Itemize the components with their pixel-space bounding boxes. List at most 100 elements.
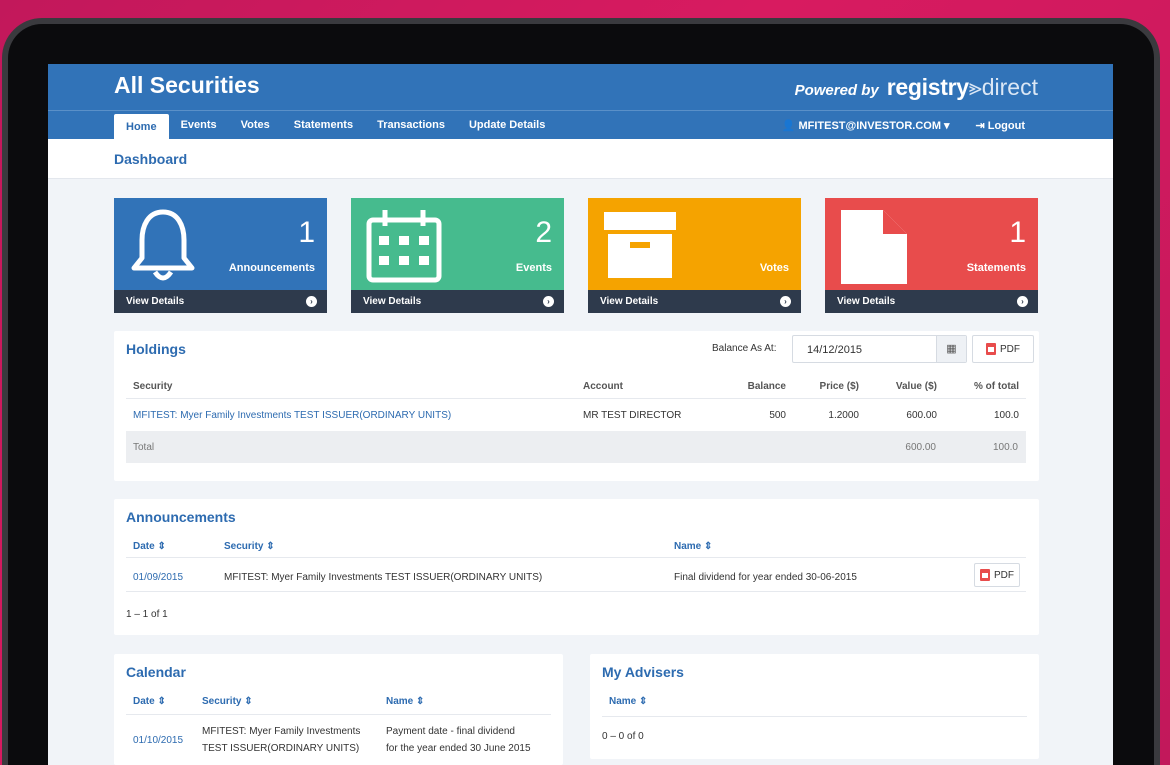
calendar-date-link[interactable]: 01/10/2015 [133, 735, 184, 746]
tile-events[interactable]: 2 Events View Details › [351, 198, 564, 313]
balance-date-value: 14/12/2015 [807, 344, 863, 356]
total-row: Total 600.00 100.0 [126, 431, 1026, 463]
nav-events[interactable]: Events [180, 119, 217, 131]
summary-tiles: 1 Announcements View Details › [114, 198, 1038, 313]
calendar-icon [365, 206, 445, 291]
caret-down-icon: ▾ [943, 120, 950, 132]
total-label: Total [133, 442, 155, 453]
view-details-link[interactable]: View Details › [114, 290, 327, 313]
col-value: Value ($) [895, 381, 937, 392]
sort-name[interactable]: Name ⇕ [386, 696, 425, 707]
holdings-panel: Holdings Balance As At: 14/12/2015 ▦ PDF… [114, 331, 1039, 481]
document-icon [839, 206, 911, 291]
view-details-link[interactable]: View Details › [825, 290, 1038, 313]
col-balance: Balance [747, 381, 786, 392]
tile-statements[interactable]: 1 Statements View Details › [825, 198, 1038, 313]
announcements-panel: Announcements Date ⇕ Security ⇕ Name ⇕ 0… [114, 499, 1039, 635]
votes-label: Votes [759, 262, 789, 274]
divider [602, 716, 1027, 717]
arrow-right-icon: › [543, 296, 554, 307]
pdf-icon [986, 343, 996, 355]
announcements-count: 1 [298, 216, 315, 249]
page-title: All Securities [114, 72, 260, 98]
user-email: MFITEST@INVESTOR.COM [798, 119, 941, 132]
advisers-pager: 0 – 0 of 0 [602, 731, 644, 742]
col-security: Security [133, 381, 173, 392]
view-details-link[interactable]: View Details › [351, 290, 564, 313]
bell-icon [128, 206, 198, 291]
tile-votes[interactable]: Votes View Details › [588, 198, 801, 313]
arrow-right-icon: › [306, 296, 317, 307]
holding-security-link[interactable]: MFITEST: Myer Family Investments TEST IS… [133, 410, 452, 421]
user-icon: 👤 [781, 120, 796, 132]
announcement-pdf-button[interactable]: PDF [974, 563, 1020, 587]
calendar-security-line2: TEST ISSUER(ORDINARY UNITS) [202, 743, 360, 754]
nav-votes[interactable]: Votes [240, 119, 270, 131]
sort-date[interactable]: Date ⇕ [133, 696, 166, 707]
calendar-title: Calendar [126, 664, 186, 680]
brand-suffix: direct [981, 74, 1038, 100]
powered-by-logo: Powered by registry⪢direct [795, 74, 1038, 101]
calendar-picker-icon[interactable]: ▦ [936, 336, 966, 362]
announcements-title: Announcements [126, 509, 236, 525]
announcements-label: Announcements [228, 262, 315, 274]
logout-link[interactable]: ⇥ Logout [975, 119, 1025, 133]
advisers-panel: My Advisers Name ⇕ 0 – 0 of 0 [590, 654, 1039, 759]
archive-box-icon [602, 206, 682, 291]
announcements-pager: 1 – 1 of 1 [126, 609, 168, 620]
holding-value: 600.00 [906, 410, 937, 421]
divider [126, 714, 551, 715]
total-pct: 100.0 [992, 442, 1018, 453]
statements-count: 1 [1009, 216, 1026, 249]
total-value: 600.00 [905, 442, 936, 453]
divider [126, 398, 1026, 399]
announcement-name: Final dividend for year ended 30-06-2015 [674, 572, 857, 583]
holding-account: MR TEST DIRECTOR [583, 410, 682, 421]
balance-as-at-label: Balance As At: [712, 343, 777, 354]
sort-date[interactable]: Date ⇕ [133, 541, 166, 552]
events-count: 2 [535, 216, 552, 249]
sort-name[interactable]: Name ⇕ [674, 541, 713, 552]
divider [126, 591, 1026, 592]
nav-transactions[interactable]: Transactions [377, 119, 445, 131]
divider [126, 557, 1026, 558]
advisers-title: My Advisers [602, 664, 684, 680]
sort-name[interactable]: Name ⇕ [609, 696, 648, 707]
holdings-title: Holdings [126, 341, 186, 357]
logout-label: Logout [987, 119, 1025, 132]
holding-price: 1.2000 [828, 410, 859, 421]
holding-pct: 100.0 [993, 410, 1019, 421]
holding-balance: 500 [769, 410, 786, 421]
pdf-label: PDF [1000, 343, 1020, 355]
breadcrumb-bar: Dashboard [48, 139, 1113, 179]
tile-announcements[interactable]: 1 Announcements View Details › [114, 198, 327, 313]
col-pct: % of total [974, 381, 1019, 392]
nav-update-details[interactable]: Update Details [468, 119, 546, 131]
nav-statements[interactable]: Statements [293, 119, 354, 131]
browser-screen: All Securities Powered by registry⪢direc… [48, 64, 1113, 765]
logout-icon: ⇥ [975, 120, 985, 132]
powered-by-text: Powered by [794, 82, 879, 99]
announcement-security: MFITEST: Myer Family Investments TEST IS… [224, 572, 543, 583]
app-header: All Securities Powered by registry⪢direc… [48, 64, 1113, 110]
holdings-pdf-button[interactable]: PDF [972, 335, 1034, 363]
calendar-name-line2: for the year ended 30 June 2015 [386, 743, 531, 754]
calendar-name-line1: Payment date - final dividend [386, 726, 515, 737]
view-details-label: View Details [600, 296, 659, 307]
pdf-label: PDF [994, 569, 1014, 581]
announcement-date-link[interactable]: 01/09/2015 [133, 572, 184, 583]
sort-security[interactable]: Security ⇕ [224, 541, 275, 552]
view-details-label: View Details [837, 296, 896, 307]
calendar-panel: Calendar Date ⇕ Security ⇕ Name ⇕ 01/10/… [114, 654, 563, 765]
events-label: Events [515, 262, 552, 274]
user-menu[interactable]: 👤 MFITEST@INVESTOR.COM ▾ [781, 119, 950, 133]
breadcrumb: Dashboard [114, 151, 188, 167]
statements-label: Statements [966, 262, 1026, 274]
view-details-link[interactable]: View Details › [588, 290, 801, 313]
sort-security[interactable]: Security ⇕ [202, 696, 253, 707]
balance-date-input[interactable]: 14/12/2015 ▦ [792, 335, 967, 363]
nav-home[interactable]: Home [114, 114, 169, 140]
col-account: Account [583, 381, 623, 392]
arrow-right-icon: › [1017, 296, 1028, 307]
main-nav: Home Events Votes Statements Transaction… [48, 110, 1113, 140]
